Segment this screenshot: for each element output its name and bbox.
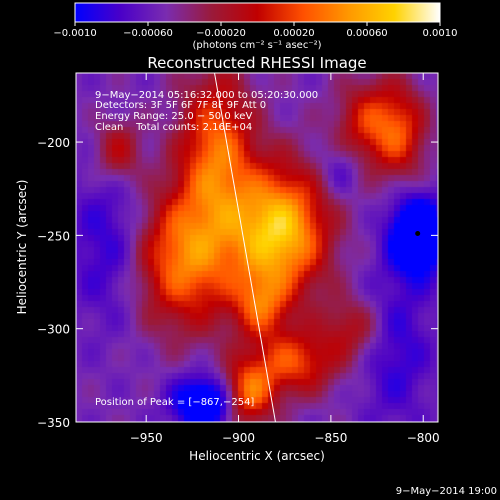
colorbar-ticks: −0.0010 −0.00060 −0.00020 0.00020 0.00060 0.0…: [53, 22, 458, 39]
colorbar-tick-label: −0.00020: [196, 28, 246, 39]
y-tick-label: −250: [37, 229, 70, 243]
colorbar-tick-label: 0.00060: [346, 28, 387, 39]
x-axis-label: Heliocentric X (arcsec): [189, 449, 325, 463]
y-tick-label: −200: [37, 136, 70, 150]
colorbar: −0.0010 −0.00060 −0.00020 0.00020 0.00060 0.0…: [53, 2, 458, 51]
colorbar-tick-label: −0.00060: [123, 28, 173, 39]
x-tick-label: −900: [222, 431, 255, 445]
annotation-time-range: 9−May−2014 05:16:32.000 to 05:20:30.000: [95, 90, 318, 101]
colorbar-tick-label: −0.0010: [53, 28, 96, 39]
colorbar-tick-label: 0.00020: [273, 28, 314, 39]
colorbar-gradient: [74, 2, 441, 23]
footer-timestamp: 9−May−2014 19:00: [396, 486, 497, 497]
y-axis-label: Heliocentric Y (arcsec): [15, 180, 29, 315]
x-tick-label: −800: [407, 431, 440, 445]
annotation-detectors: Detectors: 3F 5F 6F 7F 8F 9F Att 0: [95, 100, 266, 111]
peak-position-label: Position of Peak = [−867,−254]: [95, 397, 254, 408]
colorbar-units-label: (photons cm⁻² s⁻¹ asec⁻²): [192, 40, 321, 51]
x-tick-label: −950: [130, 431, 163, 445]
solar-limb-line: [214, 73, 276, 422]
y-tick-label: −350: [37, 416, 70, 430]
heatmap-canvas: [76, 73, 438, 422]
plot-frame: [75, 72, 439, 423]
peak-marker: [415, 231, 421, 237]
y-axis: −200 −250 −300 −350: [37, 136, 438, 430]
x-axis: −950 −900 −850 −800: [130, 73, 440, 445]
heatmap-image: [76, 73, 438, 422]
annotation-block: 9−May−2014 05:16:32.000 to 05:20:30.000 …: [95, 90, 318, 133]
chart-title: Reconstructed RHESSI Image: [147, 54, 366, 72]
annotation-energy-range: Energy Range: 25.0 − 50.0 keV: [95, 111, 252, 122]
colorbar-tick-label: 0.0010: [423, 28, 458, 39]
y-tick-label: −300: [37, 323, 70, 337]
x-tick-label: −850: [314, 431, 347, 445]
annotation-clean-counts: Clean Total counts: 2.16E+04: [95, 122, 252, 133]
